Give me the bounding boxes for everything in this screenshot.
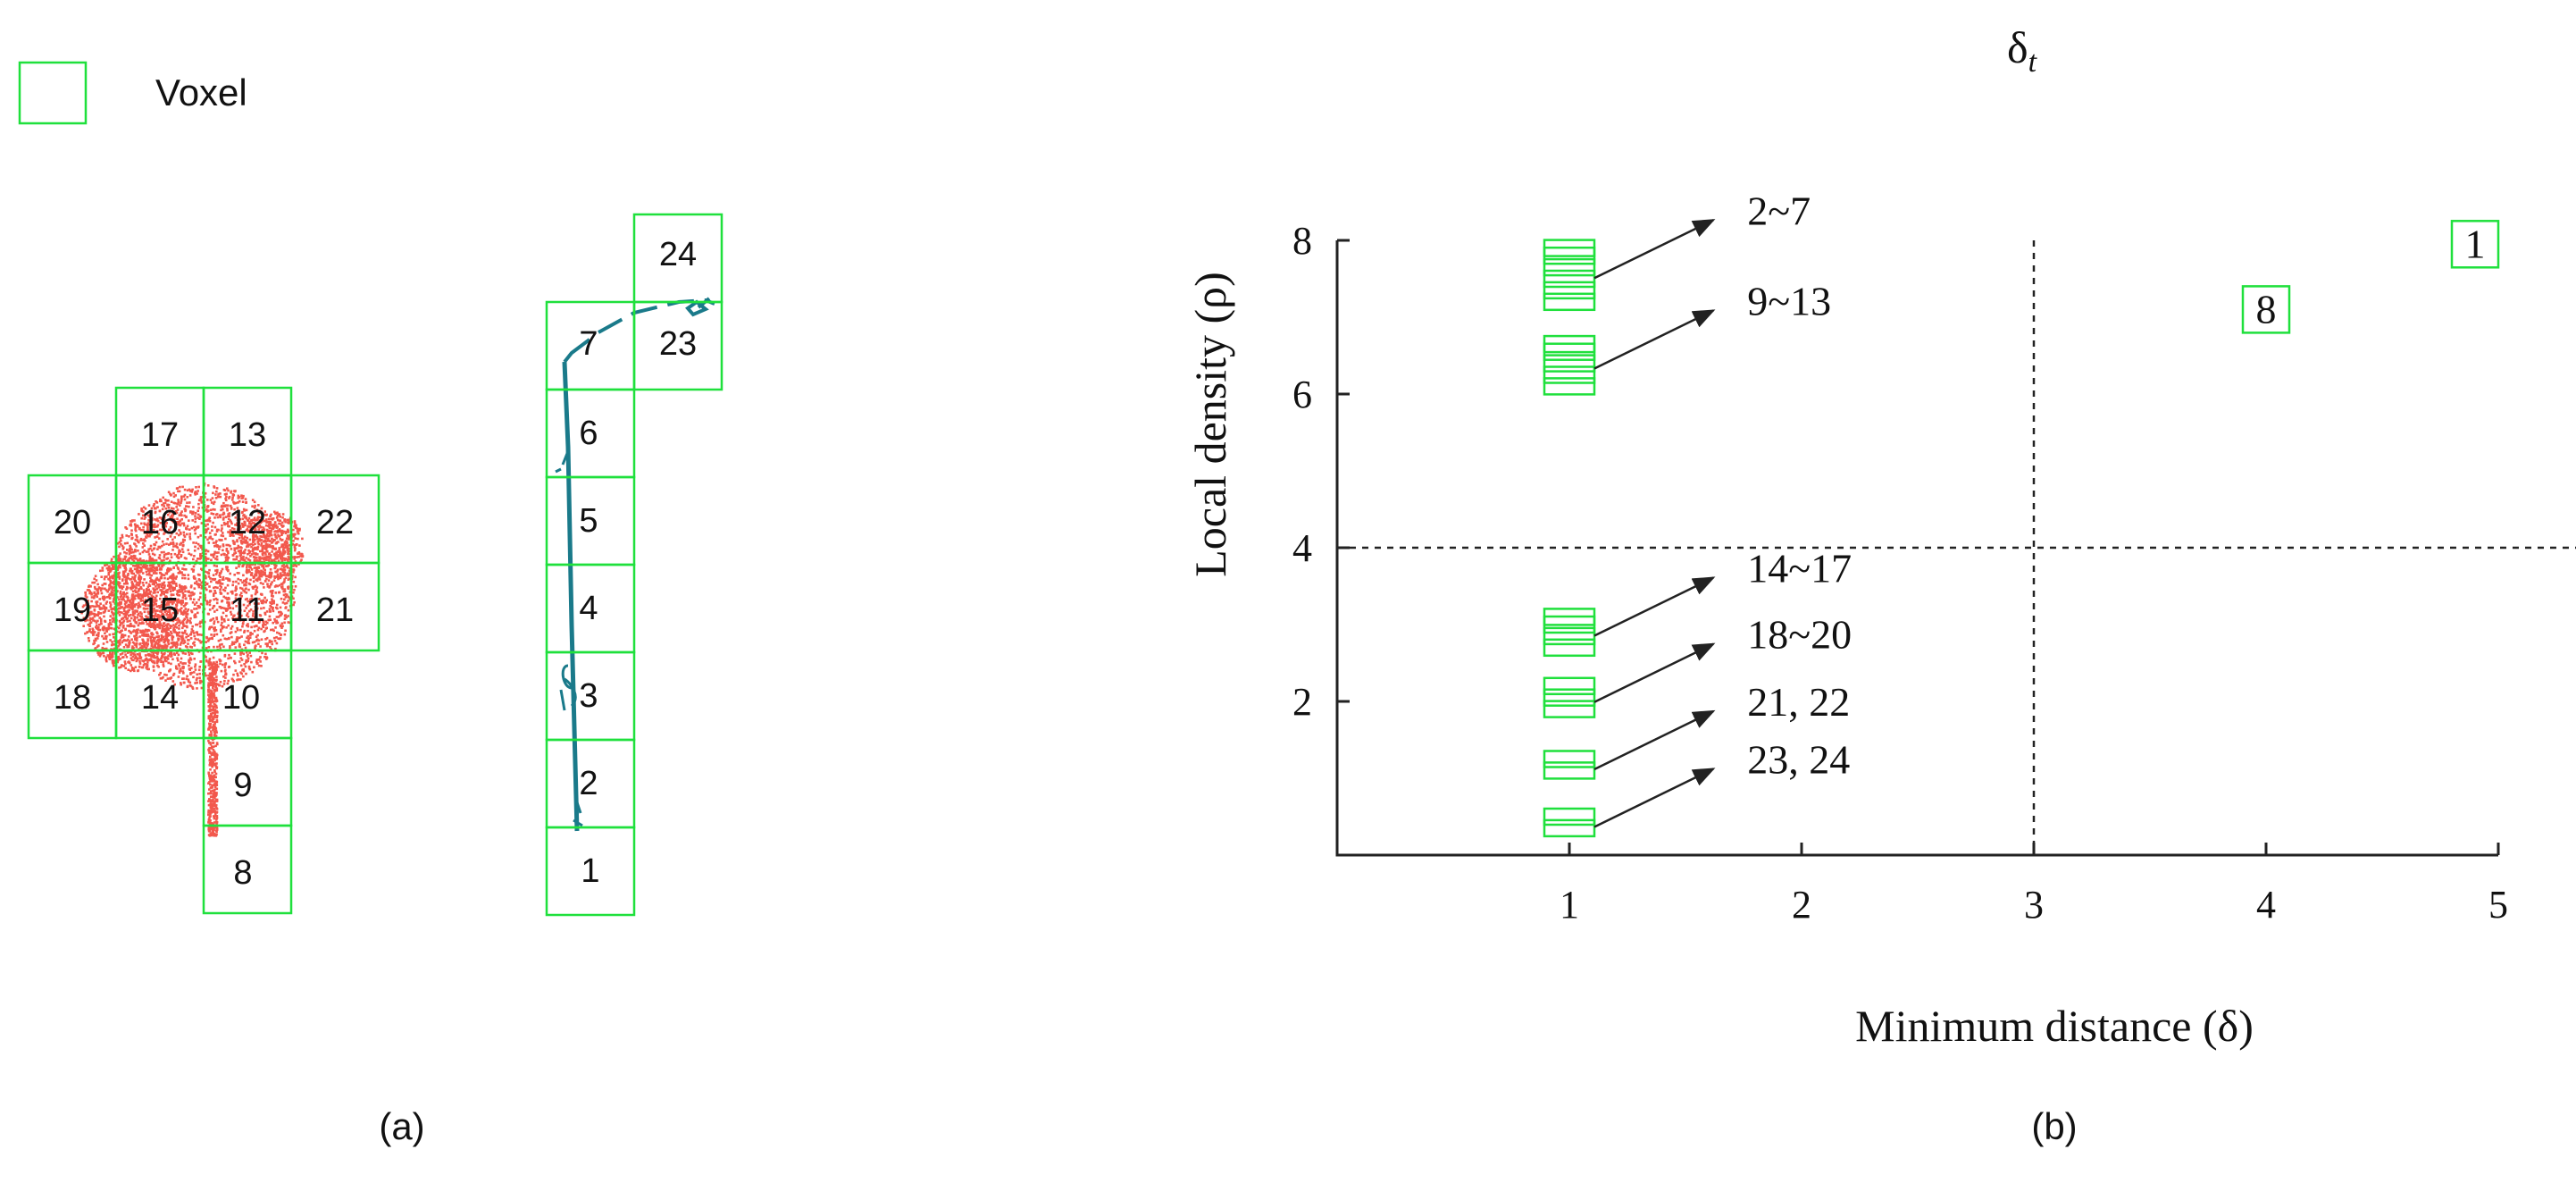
y-tick-label: 8 bbox=[1292, 219, 1312, 263]
voxel-21 bbox=[289, 561, 381, 652]
data-point bbox=[1543, 676, 1596, 696]
voxel-label: 10 bbox=[222, 679, 260, 717]
legend: Voxel bbox=[18, 61, 247, 125]
data-point bbox=[1543, 292, 1596, 312]
voxel-label: 5 bbox=[579, 502, 598, 540]
data-point bbox=[1543, 269, 1596, 289]
data-point bbox=[1543, 281, 1596, 300]
voxel-label: 9 bbox=[233, 767, 252, 804]
y-tick-label: 6 bbox=[1292, 373, 1312, 416]
group-label: 21, 22 bbox=[1747, 679, 1850, 725]
group-arrow bbox=[1593, 709, 1716, 771]
voxel-label: 8 bbox=[233, 854, 252, 892]
voxel-label: 21 bbox=[316, 592, 354, 629]
voxel-label: 14 bbox=[141, 679, 179, 717]
voxel-grid bbox=[27, 213, 723, 917]
data-point bbox=[1543, 688, 1596, 707]
legend-voxel-swatch bbox=[18, 61, 88, 125]
voxel-23 bbox=[632, 300, 723, 391]
group-arrow bbox=[1593, 642, 1716, 703]
group-arrow bbox=[1593, 219, 1716, 280]
data-point bbox=[1543, 365, 1596, 384]
chart-thresholds: δtρt bbox=[1337, 22, 2576, 855]
voxel-label: 6 bbox=[579, 415, 598, 452]
voxel-label: 15 bbox=[141, 592, 179, 629]
group-label: 23, 24 bbox=[1747, 736, 1850, 782]
chart-axes: 2 4 6 8 1 2 3 4 5 bbox=[1292, 219, 2508, 927]
voxel-label: 2 bbox=[579, 765, 598, 802]
data-point bbox=[1543, 818, 1596, 838]
data-point bbox=[1543, 334, 1596, 354]
voxel-8 bbox=[202, 824, 293, 915]
group-label: 18~20 bbox=[1747, 612, 1852, 658]
x-axis-label: Minimum distance (δ) bbox=[1855, 1001, 2254, 1051]
group-label: 14~17 bbox=[1747, 546, 1852, 592]
voxel-label: 12 bbox=[229, 504, 266, 541]
data-point bbox=[1543, 608, 1596, 626]
x-tick-label: 4 bbox=[2256, 883, 2276, 927]
data-point bbox=[1543, 761, 1596, 780]
data-point bbox=[1543, 257, 1596, 277]
voxel-label: 4 bbox=[579, 590, 598, 627]
data-point bbox=[1543, 377, 1596, 396]
labeled-point bbox=[2450, 220, 2500, 269]
panel-a-caption: (a) bbox=[379, 1105, 424, 1147]
voxel-label: 18 bbox=[54, 679, 91, 717]
panel-b-caption: (b) bbox=[2031, 1105, 2077, 1147]
group-label: 2~7 bbox=[1747, 188, 1811, 233]
data-point bbox=[1543, 638, 1596, 658]
voxel-label: 24 bbox=[659, 236, 697, 273]
point-label: 1 bbox=[2465, 221, 2486, 266]
x-tick-label: 1 bbox=[1560, 883, 1579, 927]
voxel-label: 3 bbox=[579, 677, 598, 715]
point-label: 8 bbox=[2256, 286, 2277, 331]
x-tick-label: 5 bbox=[2488, 883, 2508, 927]
x-tick-label: 3 bbox=[2024, 883, 2044, 927]
group-arrow bbox=[1593, 309, 1716, 370]
tree-point-cloud bbox=[80, 482, 305, 837]
voxel-label: 22 bbox=[316, 504, 354, 541]
y-tick-label: 2 bbox=[1292, 680, 1312, 724]
voxel-label: 17 bbox=[141, 416, 179, 454]
data-point bbox=[1543, 700, 1596, 718]
voxel-label: 19 bbox=[54, 592, 91, 629]
voxel-labels: 17 13 20 16 12 22 19 15 11 21 18 14 10 9… bbox=[54, 236, 697, 892]
panel-a: 17 13 20 16 12 22 19 15 11 21 18 14 10 9… bbox=[27, 213, 723, 1147]
data-point bbox=[1543, 750, 1596, 768]
chart-marks: 2~7 9~13 14~17 18~20 21, 22 23, 24 1 8 bbox=[1543, 188, 2500, 838]
pole-point-cloud bbox=[555, 297, 715, 832]
voxel-label: 11 bbox=[230, 592, 264, 629]
group-arrow bbox=[1593, 576, 1716, 637]
x-tick-label: 2 bbox=[1792, 883, 1811, 927]
group-arrow bbox=[1593, 768, 1716, 828]
legend-label: Voxel bbox=[155, 71, 247, 113]
voxel-label: 20 bbox=[54, 504, 91, 541]
data-point bbox=[1543, 239, 1596, 257]
data-point bbox=[1543, 807, 1596, 826]
voxel-1 bbox=[545, 826, 636, 917]
group-label: 9~13 bbox=[1747, 278, 1831, 323]
voxel-label: 16 bbox=[141, 504, 179, 541]
data-point bbox=[1543, 626, 1596, 646]
panel-b-chart: 2 4 6 8 1 2 3 4 5 δtρt 2~7 9~13 14~17 18~20 21, 22 23… bbox=[1185, 22, 2576, 1147]
voxel-label: 13 bbox=[229, 416, 266, 454]
voxel-label: 1 bbox=[581, 852, 599, 890]
y-tick-label: 4 bbox=[1292, 526, 1312, 570]
voxel-label: 7 bbox=[579, 325, 598, 363]
axis-lines bbox=[1335, 240, 2498, 857]
voxel-label: 23 bbox=[659, 325, 697, 363]
data-point bbox=[1543, 354, 1596, 373]
labeled-point bbox=[2241, 285, 2291, 334]
y-axis-label: Local density (ρ) bbox=[1185, 272, 1235, 577]
delta-threshold-label: δt bbox=[2007, 22, 2038, 79]
